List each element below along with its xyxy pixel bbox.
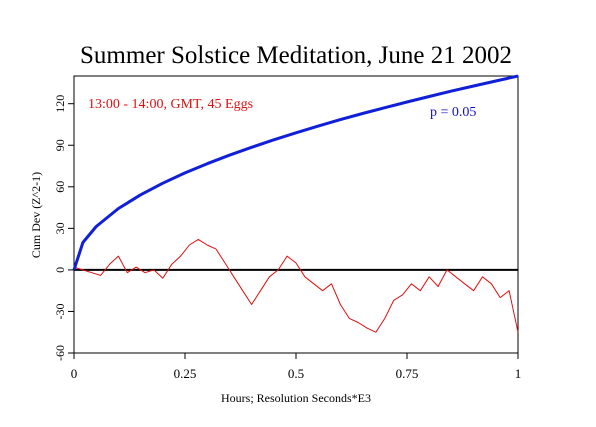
- y-tick-label: 120: [53, 95, 67, 113]
- y-tick-label: -30: [53, 303, 67, 319]
- chart-subtitle: 13:00 - 14:00, GMT, 45 Eggs: [88, 97, 253, 112]
- x-tick-label: 0.5: [288, 366, 304, 381]
- x-axis-ticks: 0 0.25 0.5 0.75 1: [71, 353, 522, 381]
- x-tick-label: 0.75: [396, 366, 419, 381]
- y-axis-label: Cum Dev (Z^2-1): [29, 172, 43, 258]
- y-tick-label: 60: [53, 181, 67, 193]
- y-tick-label: 30: [53, 222, 67, 234]
- x-axis-label: Hours; Resolution Seconds*E3: [221, 391, 371, 405]
- y-tick-label: 90: [53, 139, 67, 151]
- x-tick-label: 1: [515, 366, 522, 381]
- y-axis-ticks: -60 -30 0 30 60 90 120: [53, 95, 74, 361]
- significance-curve-line: [72, 74, 519, 271]
- y-tick-label: 0: [53, 267, 67, 273]
- series-layer: [72, 74, 519, 333]
- y-tick-label: -60: [53, 345, 67, 361]
- cumulative-deviation-line: [73, 238, 519, 333]
- chart-title: Summer Solstice Meditation, June 21 2002: [80, 42, 512, 69]
- x-tick-label: 0: [71, 366, 78, 381]
- x-tick-label: 0.25: [174, 366, 197, 381]
- p-value-annotation: p = 0.05: [430, 105, 476, 120]
